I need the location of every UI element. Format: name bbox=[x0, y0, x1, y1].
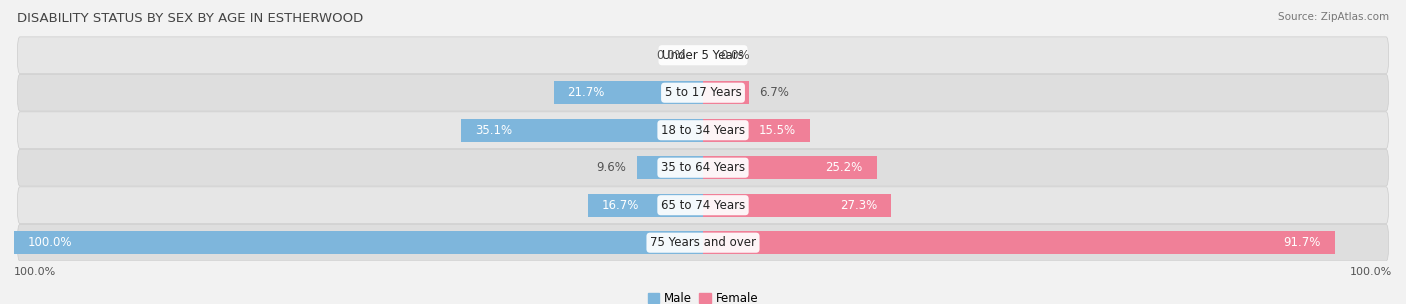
FancyBboxPatch shape bbox=[17, 37, 1389, 74]
Text: Source: ZipAtlas.com: Source: ZipAtlas.com bbox=[1278, 12, 1389, 22]
Text: 21.7%: 21.7% bbox=[567, 86, 605, 99]
Text: 100.0%: 100.0% bbox=[14, 267, 56, 277]
Bar bbox=[554, 81, 703, 104]
FancyBboxPatch shape bbox=[17, 149, 1389, 186]
FancyBboxPatch shape bbox=[17, 187, 1389, 223]
Bar bbox=[703, 81, 749, 104]
Text: 100.0%: 100.0% bbox=[1350, 267, 1392, 277]
Bar bbox=[461, 119, 703, 142]
Text: 16.7%: 16.7% bbox=[602, 199, 640, 212]
Bar bbox=[703, 119, 810, 142]
Legend: Male, Female: Male, Female bbox=[648, 292, 758, 304]
Text: 35 to 64 Years: 35 to 64 Years bbox=[661, 161, 745, 174]
FancyBboxPatch shape bbox=[17, 74, 1389, 111]
Text: Under 5 Years: Under 5 Years bbox=[662, 49, 744, 62]
Bar bbox=[703, 156, 876, 179]
Text: 0.0%: 0.0% bbox=[720, 49, 749, 62]
Text: 91.7%: 91.7% bbox=[1284, 236, 1322, 249]
Text: DISABILITY STATUS BY SEX BY AGE IN ESTHERWOOD: DISABILITY STATUS BY SEX BY AGE IN ESTHE… bbox=[17, 12, 363, 25]
Text: 0.0%: 0.0% bbox=[657, 49, 686, 62]
Text: 100.0%: 100.0% bbox=[28, 236, 72, 249]
Text: 27.3%: 27.3% bbox=[839, 199, 877, 212]
Text: 6.7%: 6.7% bbox=[759, 86, 789, 99]
FancyBboxPatch shape bbox=[17, 224, 1389, 261]
Bar bbox=[703, 231, 1334, 254]
Bar bbox=[14, 231, 703, 254]
Text: 9.6%: 9.6% bbox=[596, 161, 627, 174]
Bar bbox=[637, 156, 703, 179]
Text: 15.5%: 15.5% bbox=[759, 124, 796, 137]
Text: 5 to 17 Years: 5 to 17 Years bbox=[665, 86, 741, 99]
Text: 35.1%: 35.1% bbox=[475, 124, 512, 137]
Text: 25.2%: 25.2% bbox=[825, 161, 863, 174]
Bar bbox=[588, 194, 703, 217]
Bar bbox=[703, 194, 891, 217]
FancyBboxPatch shape bbox=[17, 112, 1389, 149]
Text: 18 to 34 Years: 18 to 34 Years bbox=[661, 124, 745, 137]
Text: 75 Years and over: 75 Years and over bbox=[650, 236, 756, 249]
Text: 65 to 74 Years: 65 to 74 Years bbox=[661, 199, 745, 212]
